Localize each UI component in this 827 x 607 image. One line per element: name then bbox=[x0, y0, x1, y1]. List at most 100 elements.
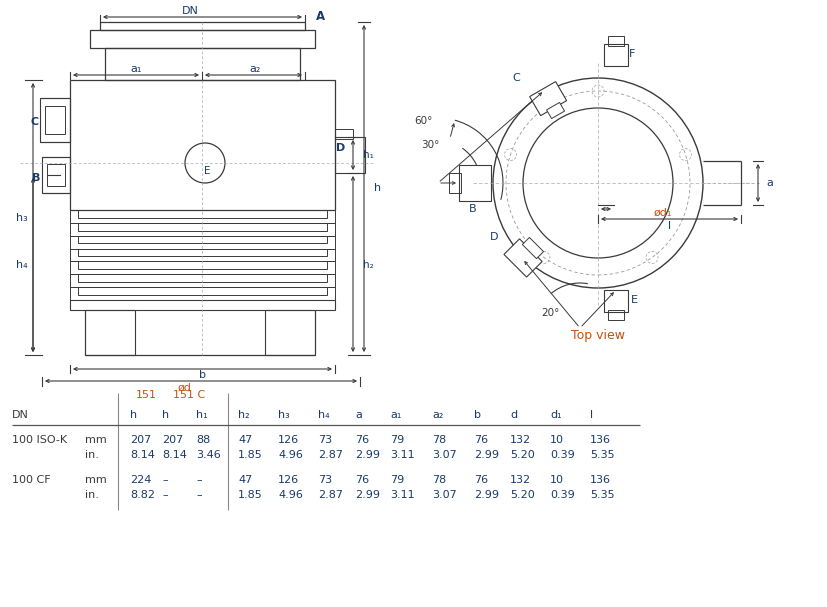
Text: 151 C: 151 C bbox=[173, 390, 205, 400]
Text: 126: 126 bbox=[278, 475, 299, 485]
Text: 73: 73 bbox=[318, 475, 332, 485]
Text: a₂: a₂ bbox=[432, 410, 443, 420]
Text: D: D bbox=[490, 232, 499, 242]
Bar bbox=[70, 210, 335, 223]
Text: 2.87: 2.87 bbox=[318, 450, 343, 460]
Text: C: C bbox=[513, 73, 520, 83]
Bar bbox=[78, 236, 327, 243]
Text: a: a bbox=[766, 178, 773, 188]
Text: 207: 207 bbox=[162, 435, 184, 445]
Text: h₃: h₃ bbox=[278, 410, 289, 420]
Text: –: – bbox=[162, 490, 168, 500]
Bar bbox=[85, 310, 135, 355]
Bar bbox=[335, 137, 365, 173]
Bar bbox=[70, 274, 335, 287]
Text: h₂: h₂ bbox=[238, 410, 250, 420]
Text: 0.39: 0.39 bbox=[550, 450, 575, 460]
Bar bbox=[78, 287, 327, 295]
Text: 4.96: 4.96 bbox=[278, 490, 303, 500]
Text: d: d bbox=[510, 410, 517, 420]
Text: h: h bbox=[162, 410, 170, 420]
Text: 78: 78 bbox=[432, 475, 447, 485]
Text: 4.96: 4.96 bbox=[278, 450, 303, 460]
Text: B: B bbox=[31, 173, 41, 183]
Bar bbox=[78, 274, 327, 282]
Text: h₄: h₄ bbox=[17, 260, 28, 270]
Text: 2.99: 2.99 bbox=[474, 490, 499, 500]
Text: 10: 10 bbox=[550, 435, 564, 445]
Text: 100 CF: 100 CF bbox=[12, 475, 50, 485]
Text: 30°: 30° bbox=[421, 140, 439, 150]
Text: –: – bbox=[196, 490, 202, 500]
Text: 3.11: 3.11 bbox=[390, 450, 414, 460]
Text: 78: 78 bbox=[432, 435, 447, 445]
Text: b: b bbox=[198, 370, 205, 380]
Text: a: a bbox=[355, 410, 362, 420]
Text: 5.20: 5.20 bbox=[510, 490, 535, 500]
Bar bbox=[608, 310, 624, 320]
Text: 5.20: 5.20 bbox=[510, 450, 535, 460]
Text: D: D bbox=[337, 143, 346, 153]
Text: mm: mm bbox=[85, 435, 107, 445]
Text: 2.99: 2.99 bbox=[474, 450, 499, 460]
Text: DN: DN bbox=[12, 410, 29, 420]
Text: h₂: h₂ bbox=[363, 260, 374, 270]
Bar bbox=[604, 290, 628, 312]
Text: –: – bbox=[162, 475, 168, 485]
Text: C: C bbox=[31, 117, 39, 127]
Bar bbox=[40, 98, 70, 142]
Text: h₁: h₁ bbox=[363, 150, 374, 160]
Text: 136: 136 bbox=[590, 475, 611, 485]
Text: 10: 10 bbox=[550, 475, 564, 485]
Text: A: A bbox=[315, 10, 324, 24]
Bar bbox=[78, 223, 327, 231]
Text: E: E bbox=[203, 166, 210, 176]
Bar bbox=[70, 80, 335, 210]
Text: 3.07: 3.07 bbox=[432, 450, 457, 460]
Text: 8.14: 8.14 bbox=[162, 450, 187, 460]
Text: 73: 73 bbox=[318, 435, 332, 445]
Bar bbox=[47, 164, 65, 186]
Text: l: l bbox=[590, 410, 593, 420]
Bar bbox=[78, 262, 327, 269]
Text: 1.85: 1.85 bbox=[238, 450, 263, 460]
Bar bbox=[70, 300, 335, 310]
Text: a₁: a₁ bbox=[390, 410, 401, 420]
Bar bbox=[70, 262, 335, 274]
Text: 207: 207 bbox=[130, 435, 151, 445]
Text: 76: 76 bbox=[474, 435, 488, 445]
Bar bbox=[335, 129, 353, 139]
Text: 100 ISO-K: 100 ISO-K bbox=[12, 435, 67, 445]
Bar bbox=[529, 81, 566, 116]
Text: h: h bbox=[374, 183, 381, 193]
Text: 126: 126 bbox=[278, 435, 299, 445]
Text: in.: in. bbox=[85, 450, 99, 460]
Text: 5.35: 5.35 bbox=[590, 490, 614, 500]
Bar bbox=[265, 310, 315, 355]
Text: h: h bbox=[130, 410, 137, 420]
Text: –: – bbox=[196, 475, 202, 485]
Bar bbox=[70, 287, 335, 300]
Text: 132: 132 bbox=[510, 475, 531, 485]
Text: 2.99: 2.99 bbox=[355, 490, 380, 500]
Text: a₂: a₂ bbox=[249, 64, 261, 74]
Text: 3.07: 3.07 bbox=[432, 490, 457, 500]
Bar bbox=[90, 30, 315, 48]
Text: 2.99: 2.99 bbox=[355, 450, 380, 460]
Text: 0.39: 0.39 bbox=[550, 490, 575, 500]
Text: 76: 76 bbox=[355, 435, 369, 445]
Text: 151: 151 bbox=[136, 390, 156, 400]
Text: 5.35: 5.35 bbox=[590, 450, 614, 460]
Text: 76: 76 bbox=[474, 475, 488, 485]
Text: 88: 88 bbox=[196, 435, 210, 445]
Text: ød: ød bbox=[178, 383, 192, 393]
Text: in.: in. bbox=[85, 490, 99, 500]
Text: 136: 136 bbox=[590, 435, 611, 445]
Text: 8.14: 8.14 bbox=[130, 450, 155, 460]
Text: 3.46: 3.46 bbox=[196, 450, 221, 460]
Text: 132: 132 bbox=[510, 435, 531, 445]
Text: 1.85: 1.85 bbox=[238, 490, 263, 500]
Bar bbox=[449, 173, 461, 193]
Bar bbox=[42, 157, 70, 193]
Text: 79: 79 bbox=[390, 435, 404, 445]
